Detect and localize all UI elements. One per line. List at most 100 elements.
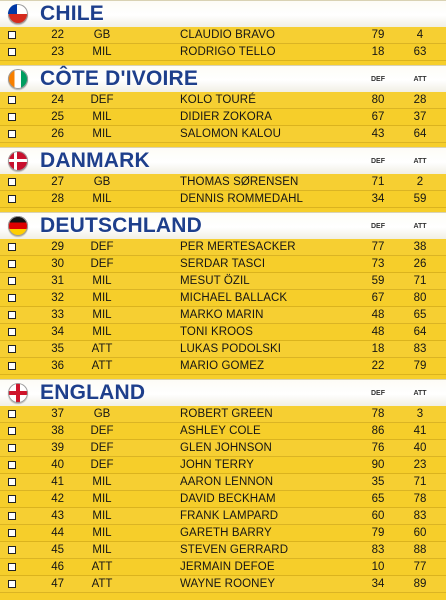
att-rating: 63	[413, 46, 427, 58]
checkbox[interactable]	[8, 580, 16, 588]
def-rating: 65	[371, 493, 385, 505]
checkbox[interactable]	[8, 478, 16, 486]
checkbox[interactable]	[8, 243, 16, 251]
column-header-att: ATT	[413, 222, 427, 230]
player-name: ASHLEY COLE	[180, 425, 261, 437]
att-rating: 23	[413, 459, 427, 471]
att-rating: 65	[413, 309, 427, 321]
att-rating: 37	[413, 111, 427, 123]
def-rating: 67	[371, 111, 385, 123]
player-name: SERDAR TASCI	[180, 258, 266, 270]
team-section: ENGLAND DEF ATT 37 GB ROBERT GREEN 78 3 38 DEF ASH…	[0, 379, 446, 597]
player-list: 22 GB CLAUDIO BRAVO 79 4 23 MIL RODRIGO TELLO 18…	[0, 27, 446, 61]
att-rating: 64	[413, 326, 427, 338]
team-section: CÔTE D'IVOIRE DEF ATT 24 DEF KOLO TOURÉ 80 28 25…	[0, 65, 446, 147]
checkbox[interactable]	[8, 178, 16, 186]
checkbox[interactable]	[8, 195, 16, 203]
column-header-def: DEF	[371, 389, 385, 397]
att-rating: 3	[416, 408, 424, 420]
player-name: SALOMON KALOU	[180, 128, 281, 140]
checkbox[interactable]	[8, 345, 16, 353]
checkbox[interactable]	[8, 512, 16, 520]
checkbox[interactable]	[8, 130, 16, 138]
sticker-number: 40	[51, 459, 64, 471]
player-list: 27 GB THOMAS SØRENSEN 71 2 28 MIL DENNIS ROMMED…	[0, 174, 446, 208]
player-name: CLAUDIO BRAVO	[180, 29, 276, 41]
checkbox[interactable]	[8, 461, 16, 469]
sticker-number: 42	[51, 493, 64, 505]
player-row: 36 ATT MARIO GOMEZ 22 79	[0, 358, 446, 375]
checkbox[interactable]	[8, 328, 16, 336]
player-row: 38 DEF ASHLEY COLE 86 41	[0, 423, 446, 440]
player-list: 24 DEF KOLO TOURÉ 80 28 25 MIL DIDIER ZOKORA 67 3…	[0, 92, 446, 143]
flag-cote-divoire-icon	[8, 69, 28, 89]
checkbox[interactable]	[8, 563, 16, 571]
sticker-number: 47	[51, 578, 64, 590]
def-rating: 86	[371, 425, 385, 437]
flag-chile-icon	[8, 4, 28, 24]
column-header-def: DEF	[371, 222, 385, 230]
checkbox[interactable]	[8, 31, 16, 39]
player-position: GB	[93, 408, 111, 420]
att-rating: 28	[413, 94, 427, 106]
att-rating: 64	[413, 128, 427, 140]
player-row: 31 MIL MESUT ÖZIL 59 71	[0, 273, 446, 290]
player-row: 33 MIL MARKO MARIN 48 65	[0, 307, 446, 324]
def-rating: 18	[371, 343, 385, 355]
player-position: MIL	[92, 309, 112, 321]
def-rating: 90	[371, 459, 385, 471]
player-row: 30 DEF SERDAR TASCI 73 26	[0, 256, 446, 273]
team-header: ENGLAND DEF ATT	[0, 379, 446, 406]
player-row: 37 GB ROBERT GREEN 78 3	[0, 406, 446, 423]
player-position: DEF	[90, 241, 114, 253]
team-header: DEUTSCHLAND DEF ATT	[0, 212, 446, 239]
sticker-number: 46	[51, 561, 64, 573]
checkbox[interactable]	[8, 529, 16, 537]
player-position: DEF	[90, 258, 114, 270]
def-rating: 78	[371, 408, 385, 420]
sticker-number: 45	[51, 544, 64, 556]
player-row: 25 MIL DIDIER ZOKORA 67 37	[0, 109, 446, 126]
player-position: MIL	[92, 275, 112, 287]
column-header-att: ATT	[413, 389, 427, 397]
sticker-number: 25	[51, 111, 64, 123]
sticker-number: 38	[51, 425, 64, 437]
sticker-number: 36	[51, 360, 64, 372]
sticker-number: 43	[51, 510, 64, 522]
player-row: 41 MIL AARON LENNON 35 71	[0, 474, 446, 491]
checkbox[interactable]	[8, 294, 16, 302]
checkbox[interactable]	[8, 311, 16, 319]
player-row: 26 MIL SALOMON KALOU 43 64	[0, 126, 446, 143]
player-position: ATT	[91, 360, 113, 372]
team-header: CHILE	[0, 0, 446, 27]
checkbox[interactable]	[8, 48, 16, 56]
player-row: 27 GB THOMAS SØRENSEN 71 2	[0, 174, 446, 191]
player-position: MIL	[92, 510, 112, 522]
checkbox[interactable]	[8, 546, 16, 554]
checkbox[interactable]	[8, 96, 16, 104]
player-row: 40 DEF JOHN TERRY 90 23	[0, 457, 446, 474]
player-position: DEF	[90, 425, 114, 437]
checkbox[interactable]	[8, 444, 16, 452]
checkbox[interactable]	[8, 427, 16, 435]
player-name: DAVID BECKHAM	[180, 493, 276, 505]
checkbox[interactable]	[8, 362, 16, 370]
checkbox[interactable]	[8, 410, 16, 418]
sticker-number: 39	[51, 442, 64, 454]
checkbox[interactable]	[8, 260, 16, 268]
player-name: PER MERTESACKER	[180, 241, 296, 253]
checkbox[interactable]	[8, 495, 16, 503]
att-rating: 4	[416, 29, 424, 41]
checkbox[interactable]	[8, 277, 16, 285]
sticker-number: 23	[51, 46, 64, 58]
def-rating: 10	[371, 561, 385, 573]
column-header-def: DEF	[371, 157, 385, 165]
def-rating: 73	[371, 258, 385, 270]
att-rating: 80	[413, 292, 427, 304]
player-row: 22 GB CLAUDIO BRAVO 79 4	[0, 27, 446, 44]
checkbox[interactable]	[8, 113, 16, 121]
player-name: MICHAEL BALLACK	[180, 292, 288, 304]
att-rating: 83	[413, 343, 427, 355]
player-position: ATT	[91, 561, 113, 573]
player-name: DIDIER ZOKORA	[180, 111, 273, 123]
